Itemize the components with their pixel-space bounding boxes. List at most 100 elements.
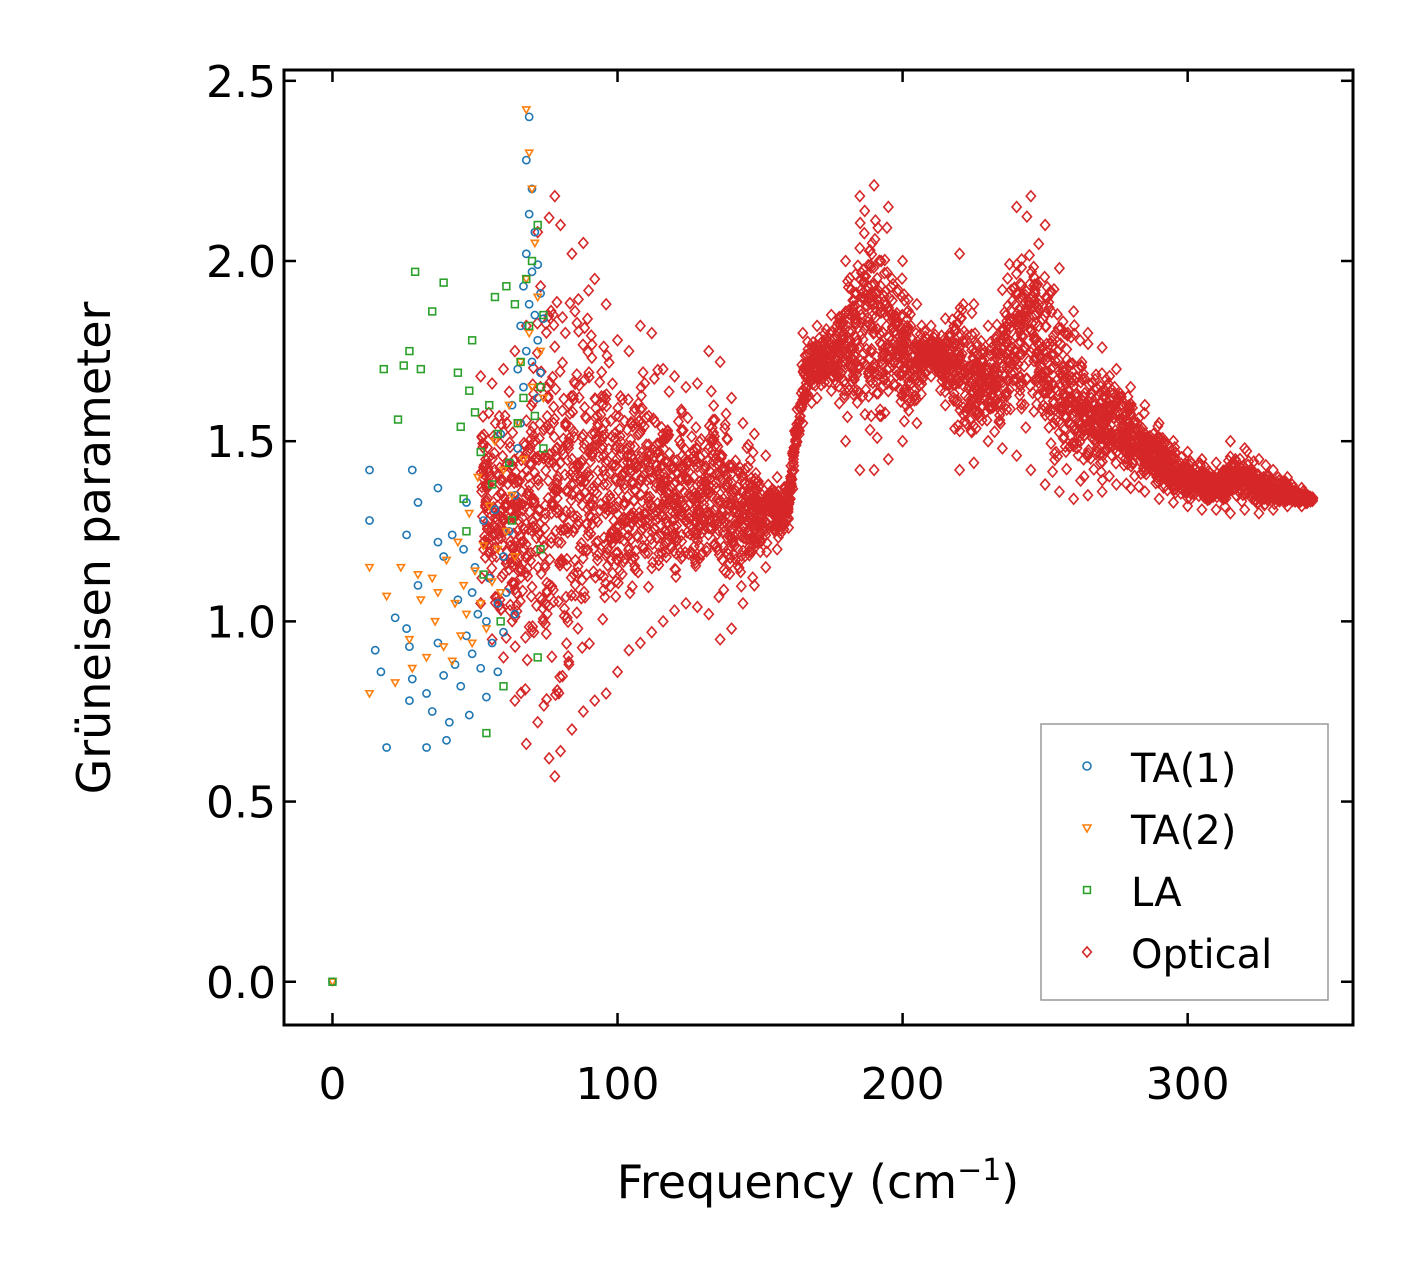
optical-point xyxy=(611,333,624,347)
optical-point xyxy=(1015,397,1027,411)
data-markers xyxy=(327,106,1319,987)
optical-point xyxy=(649,513,662,527)
optical-point xyxy=(597,398,609,412)
optical-point xyxy=(1115,398,1127,412)
optical-point xyxy=(740,498,752,512)
optical-point xyxy=(1063,402,1075,416)
optical-point xyxy=(545,531,557,545)
optical-point xyxy=(1296,481,1308,495)
optical-point xyxy=(964,413,976,427)
optical-point xyxy=(606,524,618,538)
optical-point xyxy=(1017,319,1030,333)
optical-point xyxy=(663,385,675,399)
optical-point xyxy=(896,254,909,268)
optical-point xyxy=(652,553,665,567)
optical-point xyxy=(512,564,525,578)
optical-point xyxy=(521,653,533,667)
optical-point xyxy=(761,518,773,532)
optical-point xyxy=(826,325,839,339)
optical-point xyxy=(583,637,596,651)
optical-point xyxy=(845,282,857,296)
optical-point xyxy=(496,449,509,463)
y-tick-label: 0.0 xyxy=(206,958,276,1009)
optical-point xyxy=(518,436,530,450)
optical-point xyxy=(567,405,579,419)
optical-point xyxy=(881,221,893,235)
optical-point xyxy=(601,349,613,363)
optical-point xyxy=(510,586,523,600)
optical-point xyxy=(775,512,787,526)
optical-point xyxy=(772,530,784,544)
optical-point xyxy=(706,506,718,520)
data-point xyxy=(505,458,514,468)
optical-point xyxy=(566,247,578,261)
optical-point xyxy=(748,427,761,441)
optical-point xyxy=(1153,416,1165,430)
optical-point xyxy=(693,485,705,499)
optical-point xyxy=(647,555,659,569)
optical-point xyxy=(565,505,577,519)
optical-point xyxy=(959,414,971,428)
optical-point xyxy=(591,420,604,434)
optical-point xyxy=(675,534,688,548)
optical-point xyxy=(635,510,647,524)
optical-point xyxy=(563,657,575,671)
optical-point xyxy=(593,450,605,464)
optical-point xyxy=(696,526,708,540)
optical-point xyxy=(674,545,686,559)
optical-point xyxy=(613,564,626,578)
optical-point xyxy=(967,384,979,398)
optical-point xyxy=(795,402,807,416)
optical-point xyxy=(621,449,633,463)
optical-point xyxy=(1040,306,1053,320)
optical-point xyxy=(578,585,590,599)
data-point xyxy=(524,149,535,159)
optical-point xyxy=(1033,303,1045,317)
optical-point xyxy=(691,377,704,391)
optical-point xyxy=(568,393,580,407)
optical-point xyxy=(1068,318,1080,332)
optical-point xyxy=(984,343,996,357)
optical-point xyxy=(668,453,680,467)
optical-point xyxy=(797,326,809,340)
data-point xyxy=(404,635,415,645)
data-point xyxy=(501,527,512,537)
optical-point xyxy=(1013,388,1026,402)
optical-point xyxy=(560,484,572,498)
optical-point xyxy=(905,331,918,345)
optical-point xyxy=(815,378,827,392)
optical-point xyxy=(706,432,718,446)
optical-point xyxy=(547,583,559,597)
optical-point xyxy=(1193,456,1206,470)
data-point xyxy=(479,570,488,579)
optical-point xyxy=(1052,321,1064,335)
optical-point xyxy=(550,483,563,497)
optical-point xyxy=(869,214,882,228)
optical-point xyxy=(1110,362,1123,376)
optical-point xyxy=(739,476,751,490)
optical-point xyxy=(1087,426,1099,440)
optical-point xyxy=(1216,491,1229,505)
optical-point xyxy=(913,374,925,388)
data-point xyxy=(447,657,458,667)
optical-point xyxy=(802,342,814,356)
optical-point xyxy=(865,342,878,356)
optical-point xyxy=(661,425,674,439)
data-point xyxy=(402,530,411,540)
optical-point xyxy=(531,346,544,360)
data-point xyxy=(365,465,374,475)
optical-point xyxy=(1114,427,1126,441)
optical-point xyxy=(615,474,627,488)
optical-point xyxy=(1089,372,1101,386)
optical-point xyxy=(706,443,719,457)
optical-point xyxy=(592,417,604,431)
optical-point xyxy=(487,474,499,488)
optical-point xyxy=(944,355,957,369)
data-point xyxy=(489,437,500,447)
data-point xyxy=(475,599,486,609)
optical-point xyxy=(619,482,631,496)
data-point xyxy=(536,368,545,378)
optical-point xyxy=(871,431,883,445)
optical-point xyxy=(854,241,866,255)
